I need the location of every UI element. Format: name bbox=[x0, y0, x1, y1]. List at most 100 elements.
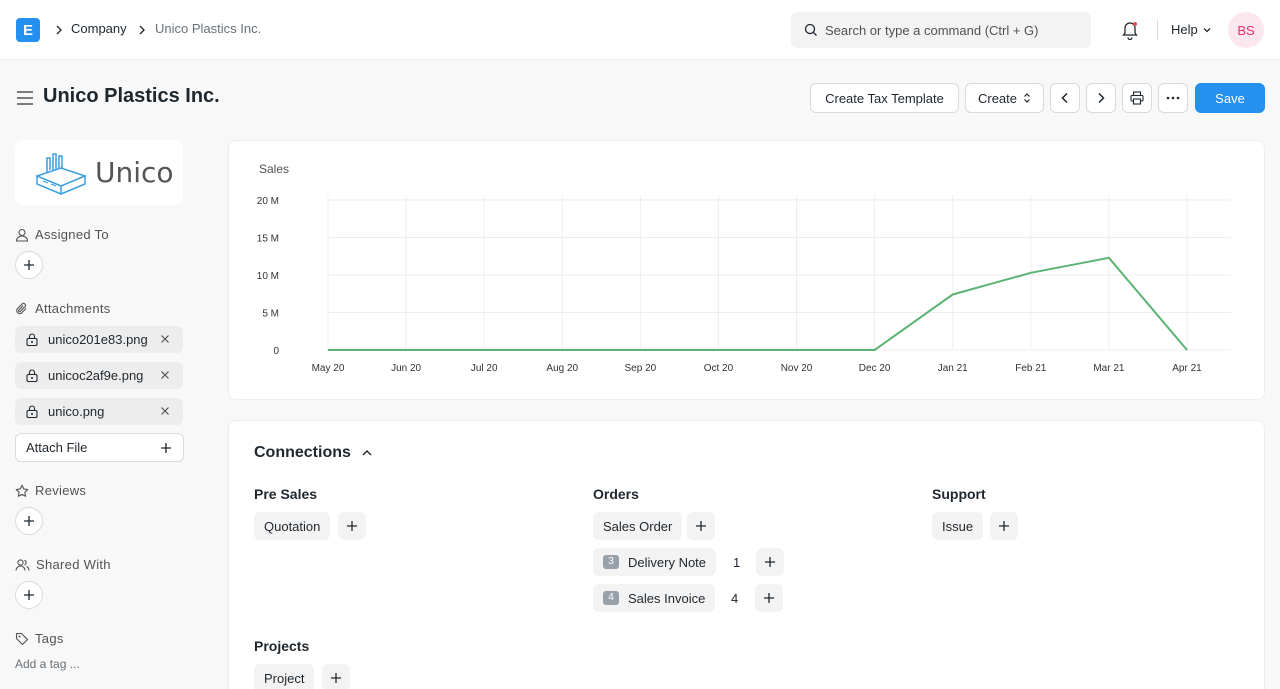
more-actions-button[interactable] bbox=[1158, 83, 1188, 113]
plus-icon bbox=[764, 593, 774, 603]
tags-label: Tags bbox=[15, 631, 64, 646]
reviews-label: Reviews bbox=[15, 483, 86, 498]
navbar: E Company Unico Plastics Inc. Help BS bbox=[0, 0, 1280, 60]
connections-header[interactable]: Connections bbox=[254, 444, 373, 462]
page-title: Unico Plastics Inc. bbox=[43, 85, 220, 107]
attachments-label: Attachments bbox=[15, 301, 111, 316]
plus-icon bbox=[24, 260, 34, 270]
chevron-right-icon bbox=[56, 25, 62, 35]
help-dropdown[interactable]: Help bbox=[1171, 22, 1212, 37]
tag-icon bbox=[15, 632, 29, 645]
users-icon bbox=[15, 558, 30, 571]
create-label: Create bbox=[977, 90, 1018, 106]
shared-with-text: Shared With bbox=[36, 557, 111, 572]
lock-icon bbox=[26, 405, 38, 418]
shared-with-label: Shared With bbox=[15, 557, 111, 572]
add-tag-link[interactable]: Add a tag ... bbox=[15, 657, 80, 671]
save-button[interactable]: Save bbox=[1195, 83, 1265, 113]
project-link[interactable]: Project bbox=[254, 664, 315, 689]
app-logo[interactable]: E bbox=[16, 18, 40, 42]
projects-title: Projects bbox=[254, 638, 310, 654]
pre-sales-title: Pre Sales bbox=[254, 486, 318, 502]
plus-icon bbox=[161, 443, 171, 453]
delivery-note-count: 1 bbox=[733, 555, 741, 570]
add-project-button[interactable] bbox=[322, 664, 350, 689]
orders-title: Orders bbox=[593, 486, 639, 502]
company-logo: Unico bbox=[15, 140, 183, 205]
sales-chart: Sales 0 5 M 10 M 15 M 20 M May 20 Jun 20 Jul 20… bbox=[257, 162, 1231, 374]
print-button[interactable] bbox=[1122, 83, 1152, 113]
sales-order-label: Sales Order bbox=[603, 518, 673, 534]
add-review-button[interactable] bbox=[15, 507, 43, 535]
attach-file-button[interactable]: Attach File bbox=[15, 433, 184, 462]
chevron-right-icon bbox=[1098, 92, 1105, 104]
assigned-to-label: Assigned To bbox=[15, 227, 109, 242]
search-input[interactable] bbox=[825, 12, 1080, 48]
attachment-item[interactable]: unicoc2af9e.png bbox=[15, 362, 183, 389]
sales-invoice-label: Sales Invoice bbox=[628, 590, 706, 606]
chart-x-tick: Sep 20 bbox=[625, 363, 657, 374]
attachment-item[interactable]: unico201e83.png bbox=[15, 326, 183, 353]
add-issue-button[interactable] bbox=[990, 512, 1018, 540]
breadcrumb-current[interactable]: Unico Plastics Inc. bbox=[155, 21, 262, 36]
user-icon bbox=[15, 228, 29, 242]
chevron-down-icon bbox=[1203, 27, 1211, 32]
close-icon[interactable] bbox=[160, 334, 170, 344]
close-icon[interactable] bbox=[160, 406, 170, 416]
quotation-link[interactable]: Quotation bbox=[254, 512, 331, 540]
create-dropdown-button[interactable]: Create bbox=[965, 83, 1044, 113]
plus-icon bbox=[765, 557, 775, 567]
previous-record-button[interactable] bbox=[1050, 83, 1080, 113]
chart-x-tick: May 20 bbox=[312, 363, 345, 374]
printer-icon bbox=[1130, 91, 1144, 105]
attachment-filename[interactable]: unicoc2af9e.png bbox=[48, 368, 144, 383]
sales-invoice-count: 4 bbox=[731, 591, 739, 606]
next-record-button[interactable] bbox=[1086, 83, 1116, 113]
chart-x-tick: Oct 20 bbox=[704, 363, 734, 374]
star-icon bbox=[15, 484, 29, 497]
add-share-button[interactable] bbox=[15, 581, 43, 609]
search-bar bbox=[791, 12, 1091, 48]
chart-y-tick: 0 bbox=[273, 346, 279, 357]
add-assignee-button[interactable] bbox=[15, 251, 43, 279]
chart-title: Sales bbox=[259, 162, 289, 176]
chevron-left-icon bbox=[1061, 92, 1068, 104]
add-delivery-note-button[interactable] bbox=[756, 548, 784, 576]
close-icon[interactable] bbox=[160, 370, 170, 380]
add-sales-invoice-button[interactable] bbox=[755, 584, 783, 612]
tags-text: Tags bbox=[35, 631, 64, 646]
chart-x-tick: Jul 20 bbox=[471, 363, 498, 374]
chart-series-line bbox=[328, 256, 1188, 351]
project-label: Project bbox=[264, 670, 305, 686]
sales-invoice-link[interactable]: 4 Sales Invoice bbox=[593, 584, 716, 612]
create-tax-template-button[interactable]: Create Tax Template bbox=[810, 83, 959, 113]
attachment-filename[interactable]: unico.png bbox=[48, 404, 105, 419]
issue-link[interactable]: Issue bbox=[932, 512, 984, 540]
sales-invoice-badge: 4 bbox=[603, 591, 619, 605]
assigned-to-text: Assigned To bbox=[35, 227, 109, 242]
sidebar-toggle-icon[interactable] bbox=[16, 90, 34, 106]
connections-section: Connections Pre Sales Quotation Orders S… bbox=[228, 420, 1265, 689]
search-icon bbox=[804, 23, 817, 36]
attachment-item[interactable]: unico.png bbox=[15, 398, 183, 425]
attachment-filename[interactable]: unico201e83.png bbox=[48, 332, 148, 347]
breadcrumb-company[interactable]: Company bbox=[71, 21, 127, 36]
chart-x-tick: Jun 20 bbox=[391, 363, 421, 374]
attach-file-label: Attach File bbox=[26, 440, 88, 455]
updown-chevron-icon bbox=[1024, 93, 1030, 103]
avatar[interactable]: BS bbox=[1228, 12, 1264, 48]
reviews-text: Reviews bbox=[35, 483, 87, 498]
lock-icon bbox=[26, 333, 38, 346]
ellipsis-icon bbox=[1166, 96, 1180, 100]
support-title: Support bbox=[932, 486, 986, 502]
chart-y-tick: 5 M bbox=[262, 309, 279, 320]
chevron-right-icon bbox=[139, 25, 145, 35]
navbar-divider bbox=[1157, 20, 1158, 40]
plus-icon bbox=[24, 516, 34, 526]
notification-bell-icon[interactable] bbox=[1121, 20, 1139, 40]
chart-x-tick: Aug 20 bbox=[546, 363, 578, 374]
add-quotation-button[interactable] bbox=[338, 512, 366, 540]
add-sales-order-button[interactable] bbox=[687, 512, 715, 540]
delivery-note-link[interactable]: 3 Delivery Note bbox=[593, 548, 717, 576]
sales-order-link[interactable]: Sales Order bbox=[593, 512, 683, 540]
